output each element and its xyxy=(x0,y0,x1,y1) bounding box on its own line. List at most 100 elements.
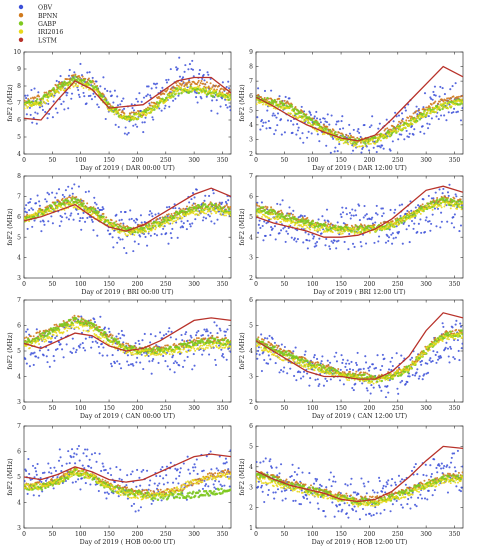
bpnn-point xyxy=(427,106,430,109)
iri2016-point xyxy=(32,339,35,342)
iri2016-point xyxy=(177,216,180,219)
gabp-point xyxy=(353,140,356,144)
iri2016-point xyxy=(361,144,364,147)
obv-point xyxy=(448,183,451,186)
bpnn-point xyxy=(394,217,397,220)
obv-point xyxy=(313,245,316,248)
obv-point xyxy=(56,347,59,350)
bpnn-point xyxy=(434,100,437,103)
obv-point xyxy=(437,118,440,121)
legend-label-lstm: LSTM xyxy=(38,37,57,44)
obv-point xyxy=(386,234,389,237)
obv-point xyxy=(439,226,442,229)
iri2016-point xyxy=(388,225,390,227)
iri2016-point xyxy=(144,354,147,357)
iri2016-point xyxy=(438,105,440,108)
obv-point xyxy=(397,230,401,234)
iri2016-point xyxy=(133,116,136,119)
gabp-point xyxy=(288,217,292,220)
iri2016-point xyxy=(203,212,206,215)
iri2016-point xyxy=(45,96,48,98)
obv-point xyxy=(181,226,185,229)
iri2016-point xyxy=(39,210,41,213)
obv-point xyxy=(154,335,157,338)
bpnn-point xyxy=(383,129,386,132)
obv-point xyxy=(67,218,71,221)
bpnn-point xyxy=(182,81,185,84)
obv-point xyxy=(430,197,433,200)
bpnn-point xyxy=(202,201,205,204)
gabp-point xyxy=(43,332,46,335)
obv-point xyxy=(209,331,212,334)
iri2016-point xyxy=(341,139,344,142)
gabp-point xyxy=(222,206,225,209)
obv-point xyxy=(217,344,221,347)
iri2016-point xyxy=(136,112,139,115)
iri2016-point xyxy=(209,206,212,209)
obv-point xyxy=(24,207,26,210)
obv-point xyxy=(208,215,211,218)
obv-point xyxy=(441,87,444,90)
iri2016-point xyxy=(117,345,120,348)
gabp-point xyxy=(325,227,328,230)
obv-point xyxy=(136,218,139,221)
iri2016-point xyxy=(228,95,231,98)
gabp-point xyxy=(27,99,31,103)
obv-point xyxy=(276,124,279,127)
iri2016-point xyxy=(445,106,448,109)
iri2016-point xyxy=(118,231,121,234)
obv-point xyxy=(177,94,180,97)
obv-point xyxy=(348,132,352,135)
obv-point xyxy=(106,229,110,232)
iri2016-point xyxy=(418,114,421,117)
bpnn-point xyxy=(408,119,411,122)
iri2016-point xyxy=(129,114,132,117)
iri2016-point xyxy=(398,128,401,131)
gabp-point xyxy=(175,87,179,90)
obv-point xyxy=(25,362,28,365)
bpnn-point xyxy=(338,131,341,134)
bpnn-point xyxy=(209,82,212,85)
iri2016-point xyxy=(92,329,95,332)
obv-point xyxy=(375,204,378,207)
obv-point xyxy=(133,240,136,243)
obv-point xyxy=(394,236,397,239)
obv-point xyxy=(267,120,270,123)
iri2016-point xyxy=(349,227,352,230)
obv-point xyxy=(46,361,49,364)
obv-point xyxy=(276,202,279,205)
obv-point xyxy=(202,216,205,219)
bpnn-point xyxy=(389,128,392,131)
obv-point xyxy=(454,193,457,196)
bpnn-point xyxy=(43,91,46,94)
iri2016-point xyxy=(129,233,132,236)
obv-point xyxy=(343,240,346,244)
obv-point xyxy=(412,227,415,230)
iri2016-point xyxy=(35,340,38,343)
obv-point xyxy=(135,361,138,364)
bpnn-point xyxy=(167,213,170,216)
iri2016-point xyxy=(175,219,178,222)
bpnn-point xyxy=(118,108,121,111)
bpnn-point xyxy=(66,321,69,324)
bpnn-point xyxy=(399,121,402,124)
iri2016-point xyxy=(181,216,184,219)
obv-point xyxy=(190,336,193,339)
obv-point xyxy=(387,236,391,239)
iri2016-point xyxy=(316,228,319,231)
obv-point xyxy=(433,207,437,210)
iri2016-point xyxy=(109,339,112,342)
obv-point xyxy=(154,213,157,216)
iri2016-point xyxy=(161,223,164,225)
gabp-point xyxy=(362,141,365,144)
obv-point xyxy=(395,115,398,118)
bpnn-point xyxy=(183,340,186,343)
gabp-point xyxy=(274,212,277,215)
iri2016-point xyxy=(185,214,188,217)
gabp-point xyxy=(306,116,309,119)
bpnn-point xyxy=(278,97,281,100)
bpnn-point xyxy=(445,99,448,102)
obv-point xyxy=(405,228,408,231)
obv-point xyxy=(64,212,67,215)
iri2016-point xyxy=(417,211,420,214)
